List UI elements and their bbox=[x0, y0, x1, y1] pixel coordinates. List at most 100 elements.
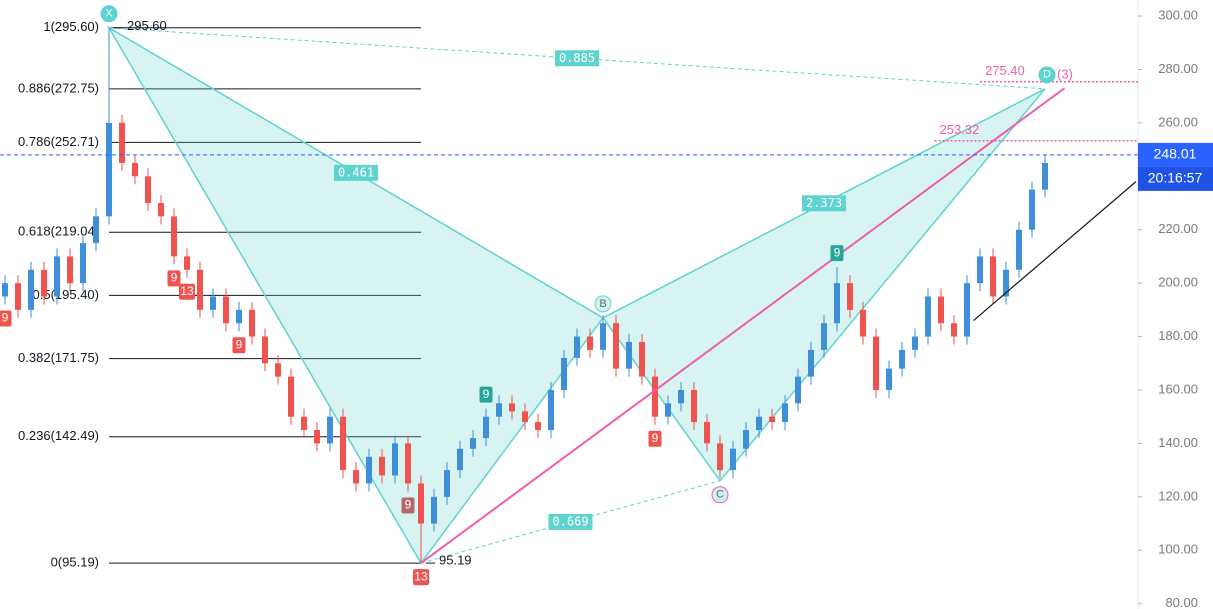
marker-label: 9 bbox=[405, 498, 412, 512]
y-tick-label: 280.00 bbox=[1158, 61, 1198, 76]
marker-label: 13 bbox=[180, 284, 194, 298]
marker-box bbox=[413, 569, 429, 586]
marker-box bbox=[179, 283, 195, 300]
fib-label: 0(95.19) bbox=[51, 555, 99, 570]
candle-body bbox=[353, 470, 359, 484]
candle-body bbox=[41, 269, 47, 297]
ratio-box bbox=[802, 195, 846, 212]
candle-body bbox=[28, 269, 34, 310]
candle-body bbox=[119, 122, 125, 163]
candle-body bbox=[873, 336, 879, 390]
point-price: 95.19 bbox=[439, 553, 472, 568]
candle-body bbox=[418, 483, 424, 524]
candle-body bbox=[184, 256, 190, 270]
point-badge bbox=[711, 486, 729, 504]
point-label: B bbox=[599, 298, 606, 310]
fib-label: 0.786(252.71) bbox=[18, 134, 99, 149]
candle-body bbox=[977, 256, 983, 284]
ratio-line bbox=[108, 27, 604, 319]
candle-body bbox=[730, 448, 736, 471]
candle-body bbox=[431, 496, 437, 524]
marker-label: 9 bbox=[652, 431, 659, 445]
candle-body bbox=[938, 296, 944, 324]
candle-body bbox=[288, 376, 294, 417]
candle-body bbox=[951, 323, 957, 337]
candle-body bbox=[262, 336, 268, 364]
candle-body bbox=[535, 422, 541, 431]
candle-body bbox=[314, 430, 320, 444]
ratio-label: 0.461 bbox=[338, 165, 374, 179]
fib-label: 0.382(171.75) bbox=[18, 350, 99, 365]
marker-label: 9 bbox=[834, 245, 841, 259]
candle-body bbox=[639, 341, 645, 377]
candle-body bbox=[548, 389, 554, 431]
point-label: X bbox=[105, 8, 113, 20]
y-tick-label: 100.00 bbox=[1158, 542, 1198, 557]
candle-body bbox=[93, 216, 99, 244]
candle-body bbox=[327, 416, 333, 444]
candle-body bbox=[821, 323, 827, 350]
candle-body bbox=[496, 403, 502, 417]
candle-body bbox=[964, 283, 970, 337]
candle-body bbox=[743, 430, 749, 449]
candle-body bbox=[340, 416, 346, 471]
candle-body bbox=[15, 283, 21, 310]
candle-body bbox=[899, 349, 905, 369]
marker-box bbox=[167, 270, 181, 287]
marker-box bbox=[0, 310, 12, 327]
candle-body bbox=[665, 403, 671, 417]
marker-label: 9 bbox=[236, 337, 243, 351]
candle-body bbox=[171, 216, 177, 257]
candle-body bbox=[795, 376, 801, 404]
candle-body bbox=[210, 296, 216, 310]
candle-body bbox=[990, 256, 996, 297]
ratio-box bbox=[548, 513, 593, 530]
projection-label: 253.32 bbox=[940, 122, 980, 137]
candle-body bbox=[54, 256, 60, 297]
candle-body bbox=[132, 162, 138, 177]
candle-body bbox=[860, 309, 866, 337]
trend-line bbox=[973, 181, 1137, 321]
candle-body bbox=[392, 443, 398, 476]
last-price-label: 248.01 bbox=[1154, 146, 1197, 162]
candle-body bbox=[652, 376, 658, 417]
point-badge bbox=[100, 5, 118, 23]
projection-label: 275.40 bbox=[985, 63, 1025, 78]
point-badge bbox=[594, 295, 612, 313]
candle-body bbox=[2, 283, 8, 297]
candle-body bbox=[925, 296, 931, 337]
ratio-box bbox=[555, 50, 599, 67]
candle-body bbox=[223, 296, 229, 324]
y-tick-label: 160.00 bbox=[1158, 381, 1198, 396]
last-price-box bbox=[1138, 142, 1213, 167]
candle-body bbox=[717, 443, 723, 471]
candle-body bbox=[808, 349, 814, 377]
fib-label: 0.5(195.40) bbox=[33, 287, 100, 302]
marker-box bbox=[830, 245, 844, 262]
marker-box bbox=[232, 337, 246, 354]
candle-body bbox=[691, 389, 697, 423]
candle-body bbox=[1003, 269, 1009, 297]
y-tick-label: 300.00 bbox=[1158, 7, 1198, 22]
marker-box bbox=[479, 386, 493, 403]
candle-body bbox=[145, 176, 151, 203]
candle-body bbox=[613, 323, 619, 369]
candle-body bbox=[847, 283, 853, 310]
candle-body bbox=[470, 438, 476, 449]
candle-body bbox=[366, 456, 372, 484]
candle-body bbox=[522, 411, 528, 423]
candle-body bbox=[600, 323, 606, 350]
fib-label: 0.236(142.49) bbox=[18, 428, 99, 443]
candle-body bbox=[704, 422, 710, 444]
marker-label: 9 bbox=[171, 271, 178, 285]
point-label: C bbox=[716, 489, 724, 501]
candle-body bbox=[275, 363, 281, 377]
marker-label: 13 bbox=[414, 569, 428, 583]
marker-box bbox=[401, 497, 415, 514]
candle-body bbox=[886, 368, 892, 390]
fib-label: 0.886(272.75) bbox=[18, 80, 99, 95]
candle-body bbox=[405, 443, 411, 484]
candle-body bbox=[912, 336, 918, 350]
countdown-label: 20:16:57 bbox=[1148, 170, 1203, 186]
y-tick-label: 180.00 bbox=[1158, 328, 1198, 343]
